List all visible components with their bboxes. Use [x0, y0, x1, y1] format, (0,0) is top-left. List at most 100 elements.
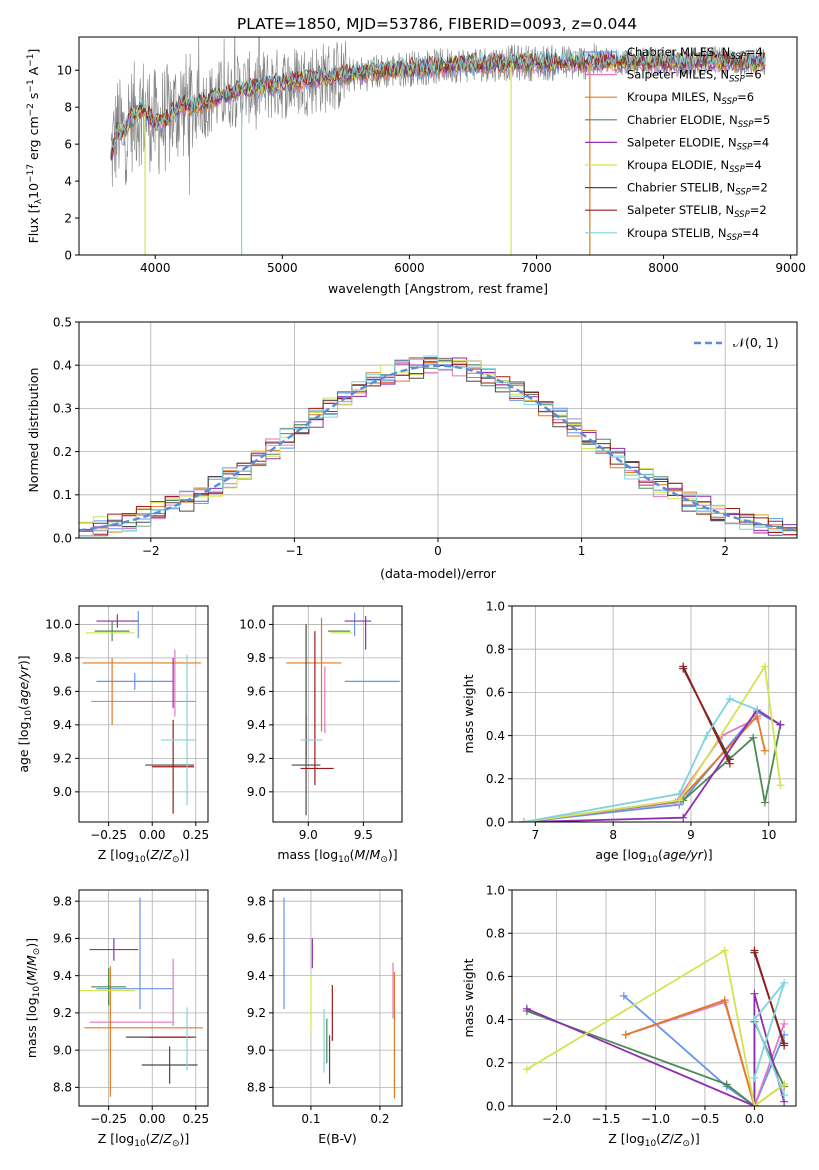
y-tick-label: 1.0 — [486, 599, 505, 613]
x-axis-label-part: ( — [146, 847, 151, 862]
weight-marker — [522, 1004, 531, 1013]
y-axis-label-part: −1 — [26, 79, 36, 92]
x-axis-label-part: Z — [162, 1131, 172, 1146]
legend-label-part: Salpeter ELODIE, N — [627, 135, 737, 149]
x-axis-label-part: / — [365, 847, 370, 862]
x-tick-label: 9 — [687, 828, 695, 842]
x-axis-label-part: 10 — [338, 855, 350, 865]
y-axis-label: age [log10(age/yr)] — [16, 655, 34, 772]
weight-marker — [749, 733, 758, 742]
legend-label-part: Chabrier STELIB, N — [627, 181, 735, 195]
y-axis-label-part: 10 — [26, 183, 41, 199]
x-axis-label-part: Z [log — [608, 1131, 644, 1146]
y-tick-label: 0.8 — [486, 643, 505, 657]
y-axis-label-part: λ — [34, 198, 44, 204]
y-tick-label: 0.0 — [53, 531, 72, 545]
weight-line — [753, 982, 785, 1096]
y-tick-label: 10.0 — [45, 618, 72, 632]
weight-marker — [750, 1102, 759, 1106]
histogram-step — [79, 355, 797, 537]
plot-area — [522, 946, 789, 1106]
y-axis-label-part: 10 — [32, 986, 42, 998]
x-tick-label: 4000 — [140, 261, 171, 275]
y-tick-label: 0 — [64, 248, 72, 262]
legend-label-part: Salpeter MILES, N — [627, 68, 729, 82]
normal-distribution-curve — [79, 364, 797, 532]
y-tick-label: 0.3 — [53, 402, 72, 416]
y-axis-label-part: M — [24, 955, 39, 966]
weight-marker — [720, 996, 729, 1005]
y-axis-label-part: −2 — [26, 103, 36, 116]
residual-histogram-panel: −2 −1 0 1 2 0.0 0.1 0.2 0.3 0.4 0.5 (data-model)/er… — [26, 315, 798, 581]
legend-label-part: =6 — [737, 90, 754, 104]
plot-area — [110, 37, 766, 255]
axes-frame — [272, 889, 403, 1107]
x-axis-label: (data-model)/error — [380, 566, 497, 581]
legend-label: Salpeter MILES, NSSP=6 — [627, 68, 762, 85]
z-age-panel: −0.25 0.00 0.259.09.29.49.69.810.0Z [log10… — [16, 605, 209, 865]
x-tick-label: 10 — [761, 828, 776, 842]
y-tick-label: 9.6 — [247, 932, 266, 946]
y-axis-label-part: )] — [16, 655, 31, 665]
x-axis-label: Z [log10(Z/Z⊙)] — [608, 1131, 700, 1149]
legend-label: Kroupa STELIB, NSSP=4 — [627, 226, 759, 243]
legend-label: Chabrier STELIB, NSSP=2 — [627, 181, 768, 198]
y-axis-label-part: −1 — [26, 54, 36, 67]
weight-marker — [619, 991, 628, 1000]
legend-label: Salpeter STELIB, NSSP=2 — [627, 203, 767, 220]
x-axis-label-part: ⊙ — [682, 1139, 690, 1149]
x-axis-label-part: 10 — [647, 855, 659, 865]
x-axis-label: E(B-V) — [318, 1131, 357, 1146]
legend-label-part: SSP — [737, 142, 753, 152]
y-tick-label: 0.2 — [486, 772, 505, 786]
legend-label-part: SSP — [735, 188, 751, 198]
y-tick-label: 0.0 — [486, 1099, 505, 1113]
x-tick-label: −0.25 — [90, 828, 127, 842]
weight-marker — [760, 798, 769, 807]
figure-title: PLATE=1850, MJD=53786, FIBERID=0093, z=0… — [237, 15, 637, 33]
x-tick-label: −0.25 — [90, 1112, 127, 1126]
y-axis-label-part: ( — [24, 981, 39, 986]
legend-label-part: Kroupa MILES, N — [627, 90, 722, 104]
y-tick-label: 9.4 — [247, 969, 266, 983]
weight-marker — [621, 1030, 630, 1039]
x-tick-label: 0 — [434, 544, 442, 558]
legend-label-part: =6 — [745, 68, 762, 82]
axes-frame — [78, 36, 798, 256]
weight-marker — [679, 813, 688, 822]
y-axis-label: mass [log10(M/M⊙)] — [24, 938, 42, 1058]
y-tick-label: 2 — [64, 211, 72, 225]
y-axis-label-part: 10 — [24, 710, 34, 722]
x-axis-label-part: age/yr — [663, 847, 704, 862]
y-tick-label: 9.2 — [53, 752, 72, 766]
y-axis-label-part: )] — [24, 938, 39, 948]
x-axis-label-part: / — [159, 847, 164, 862]
legend-label-part: SSP — [722, 97, 738, 107]
legend-label-part: SSP — [729, 165, 745, 175]
x-axis-label-part: / — [670, 1131, 675, 1146]
weight-marker — [725, 694, 734, 703]
y-tick-label: 4 — [64, 174, 72, 188]
y-tick-label: 9.6 — [53, 685, 72, 699]
weight-marker — [720, 946, 729, 955]
y-tick-label: 8 — [64, 101, 72, 115]
legend-label: Chabrier MILES, NSSP=4 — [627, 45, 763, 62]
x-axis-label-part: ( — [656, 1131, 661, 1146]
y-tick-label: 0.1 — [53, 488, 72, 502]
axes-frame — [272, 605, 403, 823]
y-tick-label: 0.2 — [53, 445, 72, 459]
x-tick-label: 0.25 — [182, 828, 209, 842]
x-tick-label: 0.00 — [139, 1112, 166, 1126]
x-axis-label-part: Z — [673, 1131, 683, 1146]
y-axis-label: Flux [fλ10−17 erg cm−2 s−1 A−1] — [26, 49, 44, 244]
x-axis-label-part: ( — [350, 847, 355, 862]
weight-marker — [780, 1019, 789, 1028]
plot-area — [79, 897, 203, 1097]
y-axis-label-part: M — [24, 970, 39, 981]
x-axis-label: age [log10(age/yr)] — [595, 847, 712, 865]
y-tick-label: 9.8 — [53, 651, 72, 665]
y-tick-label: 0.6 — [486, 970, 505, 984]
weight-line — [526, 993, 785, 1106]
